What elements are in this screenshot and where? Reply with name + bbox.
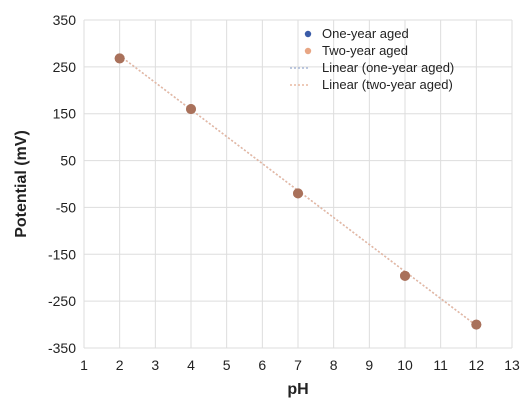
legend-label: Linear (two-year aged) <box>322 77 453 92</box>
x-tick-label: 13 <box>504 357 520 373</box>
x-axis-ticks: 1 2 3 4 5 6 7 8 9 10 11 12 13 <box>80 357 520 373</box>
data-point <box>114 53 125 64</box>
x-tick-label: 4 <box>187 357 195 373</box>
x-tick-label: 11 <box>433 357 448 373</box>
x-tick-label: 7 <box>294 357 302 373</box>
x-tick-label: 5 <box>223 357 231 373</box>
x-tick-label: 3 <box>151 357 159 373</box>
y-tick-label: 250 <box>53 59 77 75</box>
legend-label: One-year aged <box>322 26 409 41</box>
data-point <box>186 104 196 115</box>
data-points <box>114 53 482 330</box>
legend-label: Linear (one-year aged) <box>322 60 454 75</box>
y-axis-ticks: -350 -250 -150 -50 50 150 250 350 <box>48 12 76 356</box>
x-tick-label: 2 <box>116 357 124 373</box>
legend: One-year aged Two-year aged Linear (one-ye… <box>290 26 454 92</box>
y-tick-label: -150 <box>48 246 76 262</box>
x-tick-label: 9 <box>365 357 373 373</box>
data-point <box>293 188 303 199</box>
y-tick-label: -350 <box>48 340 76 356</box>
trendline <box>119 55 477 327</box>
y-tick-label: 50 <box>60 153 76 169</box>
x-tick-label: 1 <box>80 357 88 373</box>
x-tick-label: 8 <box>330 357 338 373</box>
x-tick-label: 10 <box>397 357 413 373</box>
trendlines <box>119 55 477 327</box>
y-axis-title: Potential (mV) <box>13 130 30 238</box>
x-axis-title: pH <box>287 381 308 398</box>
y-tick-label: 150 <box>53 106 77 122</box>
legend-label: Two-year aged <box>322 43 408 58</box>
data-point <box>400 270 410 281</box>
y-tick-label: 350 <box>53 12 77 28</box>
data-point <box>471 319 482 330</box>
legend-marker <box>304 47 312 55</box>
y-tick-label: -50 <box>56 199 76 215</box>
legend-marker <box>304 30 312 38</box>
x-tick-label: 6 <box>258 357 266 373</box>
y-tick-label: -250 <box>48 293 76 309</box>
grid <box>83 19 513 349</box>
x-tick-label: 12 <box>469 357 485 373</box>
